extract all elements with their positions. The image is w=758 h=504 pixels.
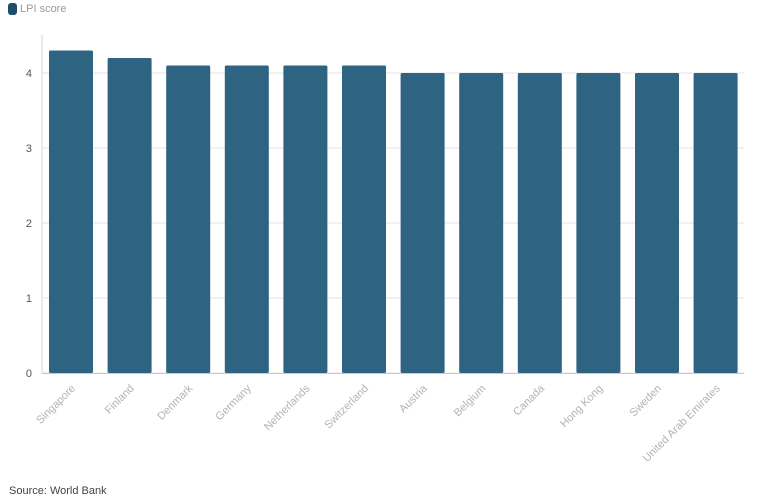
- bar-belgium[interactable]: [459, 73, 504, 373]
- bar-netherlands[interactable]: [283, 65, 328, 374]
- bar-denmark[interactable]: [166, 65, 211, 374]
- chart-legend: LPI score: [8, 2, 66, 16]
- y-tick-label: 4: [26, 68, 32, 80]
- bar-chart: 0 1 2 3 4 Singapore Finland Denmark Germany Nethe…: [26, 35, 744, 465]
- y-tick-label: 1: [26, 293, 32, 305]
- x-tick-label: Singapore: [34, 383, 78, 427]
- bar-austria[interactable]: [400, 73, 445, 373]
- bar-sweden[interactable]: [635, 73, 679, 373]
- bar-germany[interactable]: [224, 65, 269, 374]
- x-tick-label: Finland: [103, 383, 137, 417]
- x-tick-label: Canada: [511, 382, 547, 418]
- bar-united-arab-emirates[interactable]: [693, 73, 738, 373]
- x-tick-label: Sweden: [628, 383, 665, 420]
- x-tick-label: Austria: [397, 382, 430, 415]
- x-tick-label: Germany: [213, 382, 254, 423]
- legend-swatch: [8, 3, 17, 15]
- bar-finland[interactable]: [107, 58, 152, 373]
- y-tick-label: 3: [26, 143, 32, 155]
- source-note: Source: World Bank: [9, 485, 107, 497]
- bar-hong-kong[interactable]: [576, 73, 621, 373]
- x-tick-label: Hong Kong: [558, 383, 605, 430]
- bar-singapore[interactable]: [49, 50, 93, 374]
- y-tick-label: 2: [26, 218, 32, 230]
- bar-canada[interactable]: [517, 73, 562, 373]
- x-tick-label: Belgium: [452, 383, 489, 420]
- x-tick-label: Denmark: [155, 382, 195, 422]
- y-tick-label: 0: [26, 368, 32, 380]
- x-tick-label: Switzerland: [322, 383, 371, 432]
- bar-switzerland[interactable]: [342, 65, 386, 374]
- x-tick-label: Netherlands: [262, 382, 313, 433]
- legend-label: LPI score: [20, 3, 67, 15]
